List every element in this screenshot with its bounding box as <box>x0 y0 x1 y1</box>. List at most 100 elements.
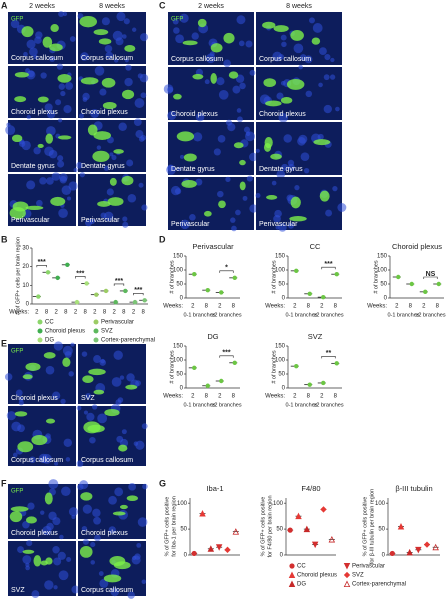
gfp-cell <box>286 78 305 90</box>
nucleus <box>238 40 245 47</box>
chart-title: F4/80 <box>301 484 320 493</box>
significance: *** <box>76 270 84 277</box>
y-tick-label: 50 <box>276 527 283 533</box>
nucleus <box>177 167 182 172</box>
nucleus <box>111 154 117 161</box>
gfp-cell <box>121 89 135 100</box>
nucleus <box>105 51 114 60</box>
image-label: Choroid plexus <box>11 530 58 537</box>
y-axis-label: # of branches <box>373 260 379 294</box>
nucleus <box>249 69 256 76</box>
panel-label: C <box>159 0 166 10</box>
gfp-cell <box>263 78 277 88</box>
x-tick-label: 8 <box>83 310 87 316</box>
gfp-cell <box>37 96 49 103</box>
nucleus <box>167 111 177 121</box>
nucleus <box>58 11 65 17</box>
gfp-cell <box>97 201 111 207</box>
nucleus <box>106 188 114 196</box>
nucleus <box>115 37 124 46</box>
gfp-cell <box>125 384 138 390</box>
point <box>74 299 80 305</box>
significance-bracket <box>113 283 125 286</box>
x-tick-label: 8 <box>122 310 126 316</box>
group-label: ≥2 branches <box>211 312 241 318</box>
nucleus <box>99 359 106 366</box>
nucleus <box>139 73 149 83</box>
gfp-cell <box>14 71 29 78</box>
nucleus <box>300 152 310 162</box>
nucleus <box>319 47 327 56</box>
group-label: ≥2 branches <box>313 312 343 318</box>
nucleus <box>26 70 36 80</box>
nucleus <box>114 487 124 497</box>
nucleus <box>127 193 137 203</box>
nucleus <box>98 571 104 576</box>
gfp-cell <box>265 100 282 107</box>
panel-label: D <box>159 234 166 244</box>
point <box>207 545 215 552</box>
image-label: Choroid plexus <box>259 111 306 118</box>
nucleus <box>131 27 137 32</box>
point <box>55 275 60 281</box>
column-header: 8 weeks <box>286 3 312 10</box>
gfp-cell <box>183 153 197 162</box>
nucleus <box>216 77 225 86</box>
x-axis-label: Weeks: <box>367 304 387 310</box>
point <box>123 288 128 294</box>
gfp-cell <box>239 159 246 166</box>
nucleus <box>63 438 73 447</box>
chart-title: Choroid plexus <box>392 242 442 251</box>
legend-marker <box>289 563 295 569</box>
gfp-cell <box>210 73 217 84</box>
nucleus <box>298 134 308 144</box>
panel-label: F <box>1 478 7 488</box>
nucleus <box>273 214 281 223</box>
image-label: Corpus callosum <box>11 457 63 464</box>
y-tick-label: 50 <box>278 372 285 378</box>
nucleus <box>70 342 75 347</box>
x-tick-label: 2 <box>54 310 58 316</box>
nucleus <box>90 108 100 118</box>
nucleus <box>80 52 89 61</box>
x-tick-label: 8 <box>205 394 209 400</box>
nucleus <box>15 389 23 397</box>
nucleus <box>122 34 127 39</box>
nucleus <box>113 350 123 360</box>
gfp-cell <box>109 556 126 566</box>
nucleus <box>195 112 205 122</box>
nucleus <box>235 209 241 216</box>
point <box>409 281 414 287</box>
panel-label: E <box>1 338 7 348</box>
legend-label: SVZ <box>352 573 364 579</box>
nucleus <box>303 167 310 174</box>
legend-label: Cortex-parenchymal <box>101 338 155 344</box>
nucleus <box>243 126 251 133</box>
nucleus <box>323 104 332 114</box>
x-tick-label: 2 <box>395 304 399 310</box>
nucleus <box>76 162 83 169</box>
x-tick-label: 8 <box>232 394 236 400</box>
nucleus <box>60 398 66 405</box>
gfp-cell <box>10 506 29 512</box>
gfp-cell <box>50 196 66 206</box>
nucleus <box>140 92 147 99</box>
legend-marker <box>343 563 351 570</box>
gfp-cell <box>25 516 37 524</box>
point <box>232 360 237 365</box>
image-label: Dentate gyrus <box>81 163 125 170</box>
legend-label: CC <box>45 320 54 326</box>
legend-label: Perivascular <box>352 564 385 570</box>
legend-marker <box>93 328 99 334</box>
nucleus <box>141 579 147 584</box>
nucleus <box>133 118 142 127</box>
nucleus <box>179 154 185 159</box>
y-tick-label: 50 <box>378 527 385 533</box>
legend-marker <box>288 571 296 578</box>
point <box>232 528 240 535</box>
nucleus <box>22 555 32 564</box>
nucleus <box>61 185 72 195</box>
nucleus <box>175 34 184 44</box>
nucleus <box>26 39 36 49</box>
nucleus <box>223 59 231 68</box>
